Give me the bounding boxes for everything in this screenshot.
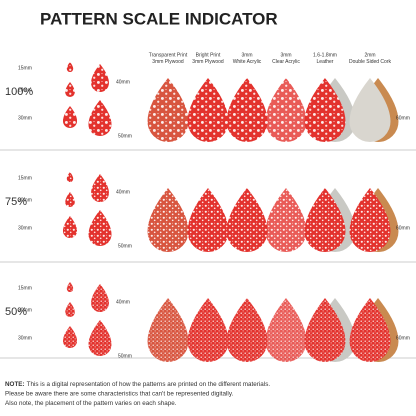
- column-header: 3mm Plywood: [152, 59, 184, 65]
- sample-shape: [88, 100, 112, 136]
- size-label: 20mm: [18, 307, 32, 313]
- note-line: This is a digital representation of how …: [27, 381, 271, 388]
- note-line: Also note, the placement of the pattern …: [5, 400, 177, 407]
- material-shape: [265, 78, 307, 142]
- size-label: 50mm: [118, 133, 132, 139]
- size-label: 40mm: [116, 189, 130, 195]
- sample-shape: [88, 210, 112, 246]
- sample-shape: [66, 62, 74, 72]
- column-header: White Acrylic: [233, 59, 262, 65]
- size-label: 20mm: [18, 87, 32, 93]
- size-label: 15mm: [18, 285, 32, 291]
- size-label: 15mm: [18, 175, 32, 181]
- scale-label: 100%: [5, 86, 33, 98]
- sample-shape: [91, 64, 109, 93]
- material-shape: [265, 188, 307, 253]
- column-header: 3mm: [241, 52, 252, 58]
- column-header: Leather: [317, 59, 334, 65]
- material-shape: [226, 188, 268, 252]
- size-label: 50mm: [118, 243, 132, 249]
- material-shape: [187, 78, 229, 142]
- material-shape: [349, 78, 391, 142]
- size-label: 60mm: [396, 115, 410, 121]
- size-label: 60mm: [396, 225, 410, 231]
- sample-shape: [65, 82, 75, 97]
- material-shape: [187, 298, 229, 362]
- size-label: 60mm: [396, 335, 410, 341]
- sample-shape: [65, 192, 75, 207]
- material-shape: [304, 188, 346, 253]
- column-header: 1.6-1.8mm: [313, 52, 337, 58]
- material-shape: [349, 188, 391, 253]
- sample-shape: [65, 302, 75, 317]
- note-label: NOTE:: [5, 381, 25, 388]
- material-shape: [265, 298, 307, 362]
- column-header: Clear Acrylic: [272, 59, 300, 65]
- scale-label: 75%: [5, 196, 27, 208]
- column-header: 3mm Plywood: [192, 59, 224, 65]
- sample-shape: [66, 282, 74, 292]
- material-shape: [304, 298, 346, 362]
- sample-shape: [62, 326, 78, 348]
- size-label: 30mm: [18, 335, 32, 341]
- size-label: 50mm: [118, 353, 132, 359]
- scale-label: 50%: [5, 306, 27, 318]
- sample-shape: [91, 284, 109, 313]
- size-label: 40mm: [116, 79, 130, 85]
- column-header: 3mm: [280, 52, 291, 58]
- material-shape: [226, 78, 268, 142]
- size-label: 15mm: [18, 65, 32, 71]
- material-shape: [226, 298, 268, 362]
- sample-shape: [91, 174, 109, 202]
- material-shape: [147, 298, 189, 362]
- title: PATTERN SCALE INDICATOR: [40, 9, 278, 28]
- size-label: 30mm: [18, 115, 32, 121]
- material-shape: [304, 78, 346, 142]
- size-label: 30mm: [18, 225, 32, 231]
- material-shape: [187, 188, 229, 252]
- note-line: Please be aware there are some character…: [5, 390, 233, 397]
- column-header: Double Sided Cork: [349, 59, 391, 65]
- material-shape: [147, 188, 189, 252]
- sample-shape: [62, 216, 78, 239]
- material-shape: [147, 78, 189, 142]
- column-header: Bright Print: [196, 52, 221, 58]
- size-label: 20mm: [18, 197, 32, 203]
- column-header: Transparent Print: [149, 52, 188, 58]
- sample-shape: [62, 106, 78, 128]
- column-header: 2mm: [364, 52, 375, 58]
- sample-shape: [66, 172, 74, 182]
- size-label: 40mm: [116, 299, 130, 305]
- material-shape: [349, 298, 391, 362]
- sample-shape: [88, 320, 112, 356]
- note: NOTE: This is a digital representation of…: [5, 381, 270, 407]
